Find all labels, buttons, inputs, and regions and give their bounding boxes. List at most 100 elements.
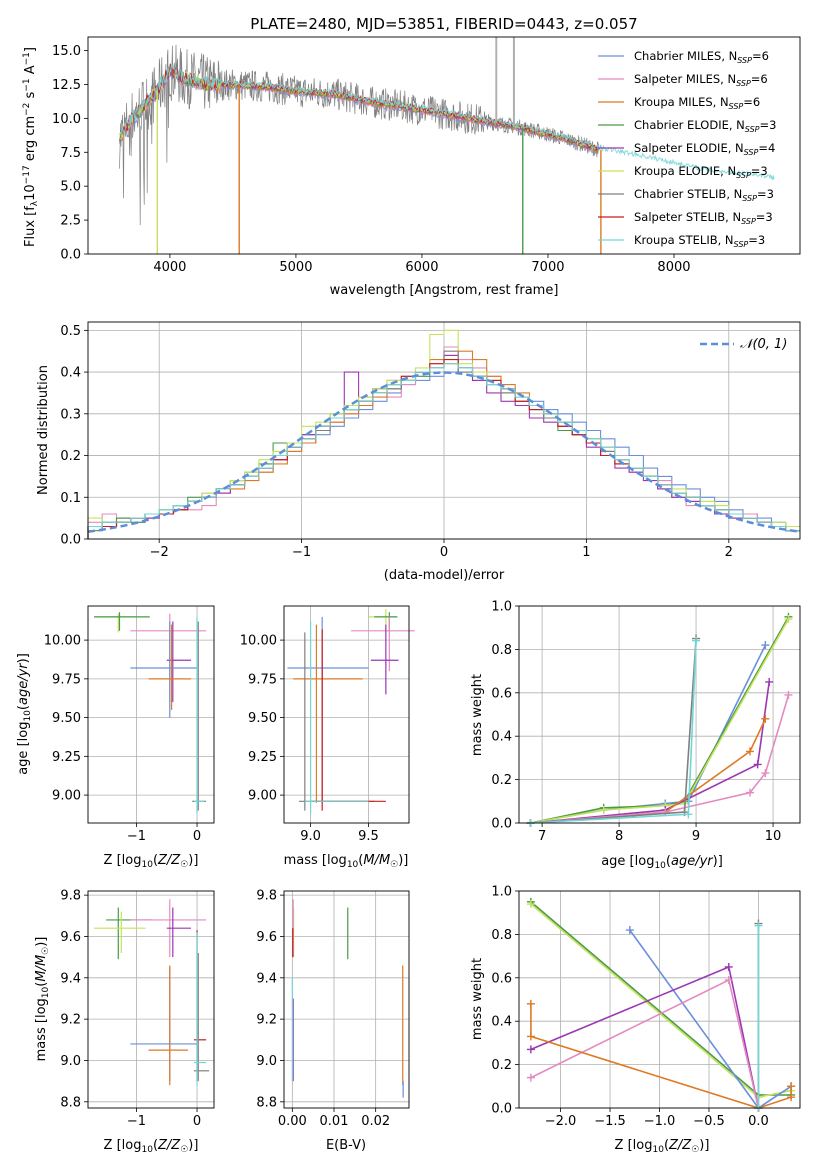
mass-vs-ebv-plot: 0.00 0.01 0.02 8.8 9.0 9.2 9.4 9.6 9.8 [256,889,410,1129]
mass-vs-metallicity-xlabel: Z [log10(Z/Z☉)] [104,1138,199,1155]
weight-marker [599,805,608,814]
x-tick-label: 2 [725,545,733,560]
y-tick-label: 9.0 [60,1054,81,1069]
legend-label: Salpeter STELIB, NSSP=3 [634,210,773,226]
weight-marker [526,999,535,1008]
spectrum-model-line [119,63,599,151]
x-tick-label: 0 [193,829,201,844]
spectrum-lines [119,37,775,254]
legend-label: Kroupa ELODIE, NSSP=3 [634,164,768,180]
weight-marker [787,1082,796,1091]
y-tick-label: 9.4 [256,971,277,986]
y-tick-label: 0.0 [491,1102,512,1117]
x-tick-label: −0.5 [693,1114,725,1129]
weight-marker [754,921,763,930]
y-tick-label: 1.0 [491,885,512,900]
spectrum-ylabel: Flux [fλ10−17 erg cm−2 s−1 A−1] [22,47,40,247]
age-vs-metallicity-xlabel: Z [log10(Z/Z☉)] [104,853,199,870]
x-tick-label: −1 [292,545,311,560]
y-tick-label: 9.6 [60,930,81,945]
legend-label: Salpeter MILES, NSSP=6 [634,72,768,88]
axes-frame [283,605,410,824]
residual-ylabel: Normed distribution [36,365,51,495]
y-tick-label: 0.0 [491,817,512,832]
weight-marker [684,810,693,819]
weight-marker [761,641,770,650]
y-tick-label: 8.8 [256,1095,277,1110]
legend-label: Chabrier MILES, NSSP=6 [634,49,769,65]
y-tick-label: 9.50 [52,711,81,726]
x-tick-label: 0.0 [748,1114,769,1129]
weight-line [530,903,792,1099]
weight-series [754,921,763,1112]
y-tick-label: 0.4 [60,366,81,381]
weight-series [526,897,796,1099]
x-tick-label: 7 [538,829,546,844]
legend-label: Kroupa MILES, NSSP=6 [634,95,760,111]
normal-curve-legend-label: 𝒩(0, 1) [740,337,787,352]
weight-marker [526,1032,535,1041]
weight-vs-age-ylabel: mass weight [470,674,485,756]
errorbar-point [148,965,188,1086]
errorbar-point [194,616,205,814]
residual-panel: −2 −1 0 1 2 0.0 0.1 0.2 0.3 0.4 0.5 (data-model)/e… [36,321,801,583]
errorbar-point [192,621,207,811]
errorbar-point [130,967,198,1082]
y-tick-label: 0.0 [60,533,81,548]
spectrum-xlabel: wavelength [Angstrom, rest frame] [330,283,559,298]
spectrum-plot-area: 4000 5000 6000 7000 8000 0.0 2.5 5.0 7.5 10.0 12.5… [52,36,801,275]
spectrum-panel: PLATE=2480, MJD=53851, FIBERID=0443, z=0… [22,15,801,298]
weight-marker [787,1093,796,1102]
weight-marker [724,962,733,971]
errorbar-point [310,629,386,811]
weight-series [526,900,796,1102]
y-tick-label: 9.25 [52,750,81,765]
y-tick-label: 0.2 [491,773,512,788]
residual-xlabel: (data-model)/error [384,568,505,583]
weight-series [526,714,770,827]
y-tick-label: 12.5 [52,78,81,93]
weight-line [629,929,792,1110]
axes-frame [283,890,410,1109]
weight-marker [526,1073,535,1082]
weight-marker [784,690,793,699]
y-tick-label: 0.0 [60,248,81,263]
x-tick-label: 8000 [657,260,690,275]
weight-marker [526,1045,535,1054]
errorbar-point [130,613,207,703]
x-tick-label: −1 [127,1114,146,1129]
x-tick-label: −2.0 [545,1114,577,1129]
errorbar-point [94,612,150,631]
axes-frame [87,36,801,255]
legend-label: Kroupa STELIB, NSSP=3 [634,233,765,249]
y-tick-label: 9.0 [256,1054,277,1069]
y-tick-label: 0.4 [491,730,512,745]
age-vs-metallicity-ylabel: age [log10(age/yr)] [16,653,33,775]
spectrum-data-line [119,44,602,226]
weight-line [530,901,792,1096]
axes-frame [518,605,801,824]
x-tick-label: −2 [150,545,169,560]
x-tick-label: 10 [765,829,782,844]
y-tick-label: 10.00 [44,634,81,649]
residual-plot-area: −2 −1 0 1 2 0.0 0.1 0.2 0.3 0.4 0.5 [60,321,801,560]
y-tick-label: 9.75 [52,672,81,687]
x-tick-label: 4000 [153,260,186,275]
x-tick-label: 9.5 [358,829,379,844]
y-tick-label: 9.2 [256,1013,277,1028]
weight-line [530,965,760,1109]
x-tick-label: 7000 [531,260,564,275]
errorbar-point [194,953,210,1082]
y-tick-label: 9.00 [52,789,81,804]
weight-marker [765,677,774,686]
axes-frame [518,890,801,1109]
errorbar-point [368,609,398,631]
legend-label: Chabrier ELODIE, NSSP=3 [634,118,776,134]
weight-line [530,640,697,824]
y-tick-label: 5.0 [60,180,81,195]
x-tick-label: 6000 [405,260,438,275]
legend-label: Chabrier STELIB, NSSP=3 [634,187,774,203]
weight-marker [526,900,535,909]
spectrum-legend: Chabrier MILES, NSSP=6 Salpeter MILES, NS… [598,49,776,249]
x-tick-label: 8 [615,829,623,844]
